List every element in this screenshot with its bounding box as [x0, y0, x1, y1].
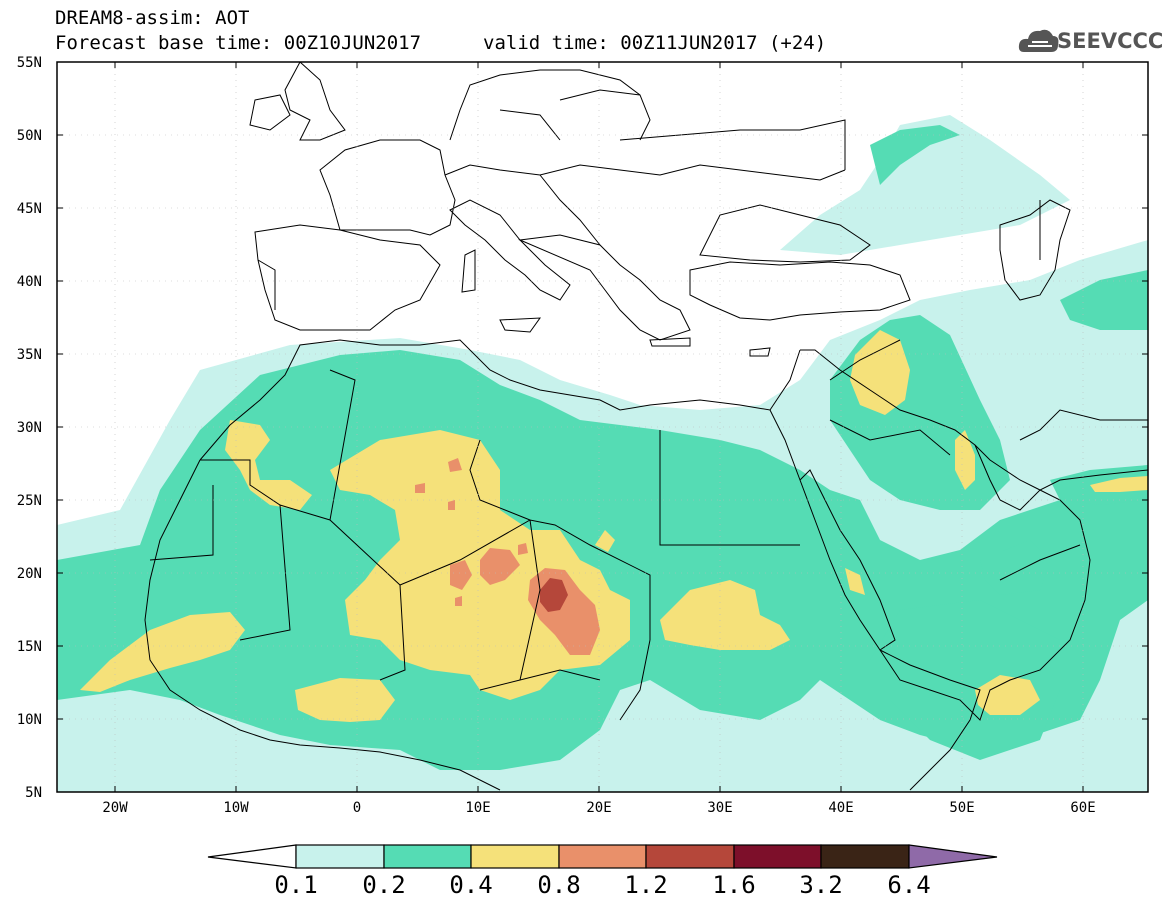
model-title: DREAM8-assim: AOT — [55, 7, 250, 29]
colorbar-swatch-5 — [645, 844, 735, 869]
colorbar-swatch-7 — [820, 844, 910, 869]
colorbar — [207, 844, 998, 869]
base-time-label: Forecast base time: 00Z10JUN2017 — [55, 32, 422, 54]
colorbar-label: 0.8 — [537, 871, 581, 899]
colorbar-low-arrow — [207, 844, 297, 869]
colorbar-label: 0.2 — [362, 871, 406, 899]
colorbar-swatch-1 — [295, 844, 385, 869]
lon-label: 30E — [707, 800, 733, 816]
lon-label: 50E — [949, 800, 975, 816]
lat-label: 25N — [16, 493, 42, 509]
lon-label: 60E — [1070, 800, 1096, 816]
cloud-icon — [1018, 29, 1059, 52]
lat-label: 10N — [16, 712, 42, 728]
lat-label: 40N — [16, 274, 42, 290]
colorbar-label: 0.4 — [449, 871, 493, 899]
colorbar-label: 0.1 — [274, 871, 318, 899]
logo-text: SEEVCCC — [1057, 29, 1164, 53]
lon-label: 40E — [828, 800, 854, 816]
lon-label: 10W — [223, 800, 249, 816]
lat-label: 15N — [16, 639, 42, 655]
colorbar-label: 3.2 — [799, 871, 843, 899]
lat-label: 45N — [16, 201, 42, 217]
lon-label: 20W — [102, 800, 128, 816]
colorbar-swatch-6 — [733, 844, 822, 869]
colorbar-label: 6.4 — [887, 871, 931, 899]
lon-label: 20E — [586, 800, 612, 816]
lon-label: 0 — [352, 800, 362, 816]
colorbar-swatch-3 — [470, 844, 560, 869]
colorbar-label: 1.2 — [624, 871, 668, 899]
lat-label: 50N — [16, 128, 42, 144]
colorbar-high-arrow — [908, 844, 998, 869]
lon-label: 10E — [465, 800, 491, 816]
colorbar-swatch-4 — [558, 844, 647, 869]
lat-label: 5N — [25, 785, 42, 801]
aot-contour-12 — [540, 578, 568, 612]
colorbar-swatch-2 — [383, 844, 472, 869]
lat-label: 55N — [16, 55, 42, 71]
lat-label: 20N — [16, 566, 42, 582]
coastlines — [144, 62, 1148, 791]
valid-time-label: valid time: 00Z11JUN2017 (+24) — [483, 32, 827, 54]
axis-ticks — [57, 62, 1148, 792]
lat-label: 30N — [16, 420, 42, 436]
colorbar-label: 1.6 — [712, 871, 756, 899]
lat-label: 35N — [16, 347, 42, 363]
